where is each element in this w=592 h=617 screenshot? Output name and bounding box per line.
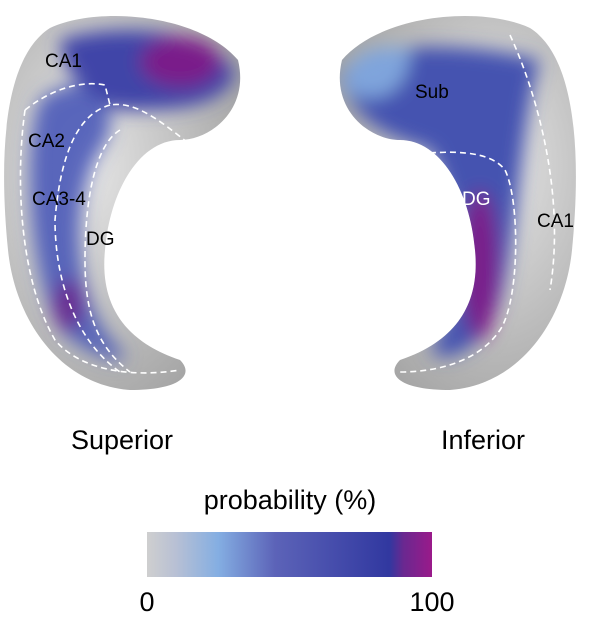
colorbar-tick-label: 0 (139, 587, 154, 617)
colorbar-tick-label: 100 (409, 587, 454, 617)
figure: CA1 CA2 CA3-4 DG Sub DG CA1 Superior Inf… (0, 0, 592, 617)
region-label: CA3-4 (32, 189, 86, 210)
region-label: DG (86, 229, 115, 250)
region-label: DG (462, 189, 491, 210)
view-title: Inferior (441, 425, 525, 455)
region-label: CA1 (45, 51, 82, 72)
region-label: Sub (415, 82, 449, 103)
region-label: CA1 (537, 211, 574, 232)
view-title: Superior (71, 425, 173, 455)
region-label: CA2 (28, 131, 65, 152)
colorbar: 0 100 (139, 532, 454, 617)
colorbar-title: probability (%) (204, 485, 377, 515)
colorbar-gradient (147, 532, 432, 577)
inferior-surface (340, 16, 576, 390)
